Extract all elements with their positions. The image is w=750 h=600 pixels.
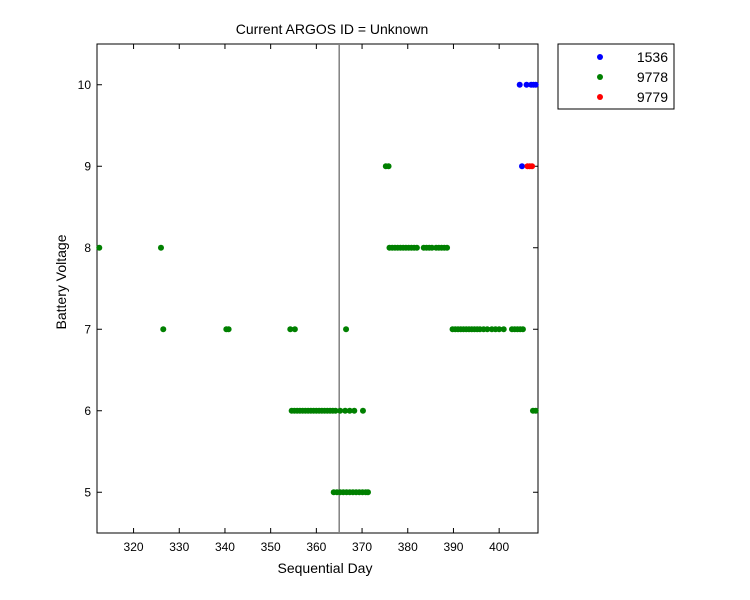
point-9778 [291,326,298,333]
point-9778 [359,407,366,414]
point-9778 [532,407,539,414]
y-tick-label: 7 [84,322,91,336]
x-tick-label: 370 [352,540,372,554]
point-9778 [342,407,349,414]
point-9778 [413,244,420,251]
point-9778 [500,326,507,333]
legend-label-9778: 9778 [637,69,668,85]
point-9778 [496,326,503,333]
point-9778 [346,407,353,414]
point-9778 [225,326,232,333]
point-9778 [287,326,294,333]
point-1536 [523,81,530,88]
point-9778 [428,244,435,251]
point-9778 [444,244,451,251]
point-9779 [529,163,536,170]
point-9778 [332,407,339,414]
y-tick-label: 8 [84,241,91,255]
point-9778 [364,489,371,496]
plot-area [96,43,539,534]
x-tick-label: 390 [443,540,463,554]
x-tick-label: 360 [306,540,326,554]
point-1536 [519,163,526,170]
point-9778 [343,326,350,333]
point-9778 [519,326,526,333]
y-tick-label: 9 [84,159,91,173]
legend-box [557,43,675,110]
x-tick-label: 320 [124,540,144,554]
x-tick-label: 400 [489,540,509,554]
point-1536 [532,81,539,88]
point-9778 [351,407,358,414]
x-tick-label: 340 [215,540,235,554]
y-axis-label: Battery Voltage [53,234,69,329]
legend-marker-9779 [597,94,603,100]
y-tick-label: 5 [84,485,91,499]
x-tick-label: 380 [398,540,418,554]
y-tick-label: 10 [78,78,92,92]
point-1536 [516,81,523,88]
point-9778 [96,244,103,251]
x-axis-label: Sequential Day [278,560,373,576]
point-9778 [337,407,344,414]
y-tick-label: 6 [84,404,91,418]
point-9778 [484,326,491,333]
legend-label-1536: 1536 [637,49,668,65]
legend: 1536 9778 9779 [557,43,675,110]
x-tick-label: 350 [261,540,281,554]
point-9778 [157,244,164,251]
legend-marker-1536 [597,54,603,60]
legend-marker-9778 [597,74,603,80]
legend-label-9779: 9779 [637,89,668,105]
chart-title: Current ARGOS ID = Unknown [236,21,429,37]
point-9778 [160,326,167,333]
x-tick-label: 330 [169,540,189,554]
point-9778 [385,163,392,170]
